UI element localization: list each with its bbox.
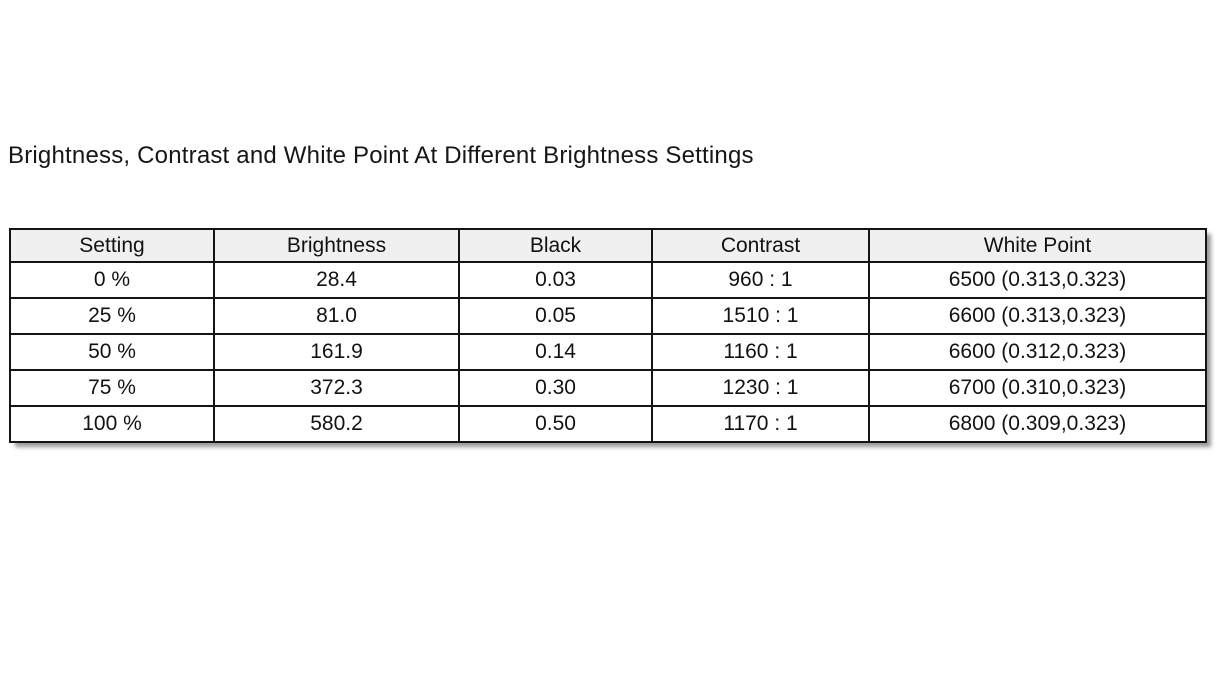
cell-white-point: 6500 (0.313,0.323)	[868, 261, 1207, 299]
cell-white-point: 6700 (0.310,0.323)	[868, 369, 1207, 407]
cell-contrast: 1510 : 1	[651, 297, 870, 335]
table-row: 50 % 161.9 0.14 1160 : 1 6600 (0.312,0.3…	[9, 333, 1207, 371]
cell-brightness: 28.4	[213, 261, 460, 299]
column-header-white-point: White Point	[868, 228, 1207, 263]
cell-brightness: 161.9	[213, 333, 460, 371]
table-title: Brightness, Contrast and White Point At …	[8, 142, 754, 169]
cell-setting: 25 %	[9, 297, 215, 335]
cell-contrast: 1160 : 1	[651, 333, 870, 371]
cell-black: 0.14	[458, 333, 653, 371]
table-row: 75 % 372.3 0.30 1230 : 1 6700 (0.310,0.3…	[9, 369, 1207, 407]
column-header-setting: Setting	[9, 228, 215, 263]
cell-setting: 100 %	[9, 405, 215, 443]
cell-setting: 0 %	[9, 261, 215, 299]
cell-black: 0.03	[458, 261, 653, 299]
cell-setting: 75 %	[9, 369, 215, 407]
cell-black: 0.05	[458, 297, 653, 335]
table-row: 100 % 580.2 0.50 1170 : 1 6800 (0.309,0.…	[9, 405, 1207, 443]
cell-contrast: 1170 : 1	[651, 405, 870, 443]
table-row: 25 % 81.0 0.05 1510 : 1 6600 (0.313,0.32…	[9, 297, 1207, 335]
cell-black: 0.30	[458, 369, 653, 407]
table-header-row: Setting Brightness Black Contrast White …	[9, 228, 1207, 263]
cell-brightness: 580.2	[213, 405, 460, 443]
cell-brightness: 372.3	[213, 369, 460, 407]
cell-white-point: 6600 (0.313,0.323)	[868, 297, 1207, 335]
column-header-black: Black	[458, 228, 653, 263]
column-header-brightness: Brightness	[213, 228, 460, 263]
table-row: 0 % 28.4 0.03 960 : 1 6500 (0.313,0.323)	[9, 261, 1207, 299]
brightness-measurements-table: Setting Brightness Black Contrast White …	[9, 228, 1207, 443]
cell-contrast: 1230 : 1	[651, 369, 870, 407]
cell-white-point: 6600 (0.312,0.323)	[868, 333, 1207, 371]
cell-contrast: 960 : 1	[651, 261, 870, 299]
cell-setting: 50 %	[9, 333, 215, 371]
cell-black: 0.50	[458, 405, 653, 443]
column-header-contrast: Contrast	[651, 228, 870, 263]
cell-white-point: 6800 (0.309,0.323)	[868, 405, 1207, 443]
cell-brightness: 81.0	[213, 297, 460, 335]
